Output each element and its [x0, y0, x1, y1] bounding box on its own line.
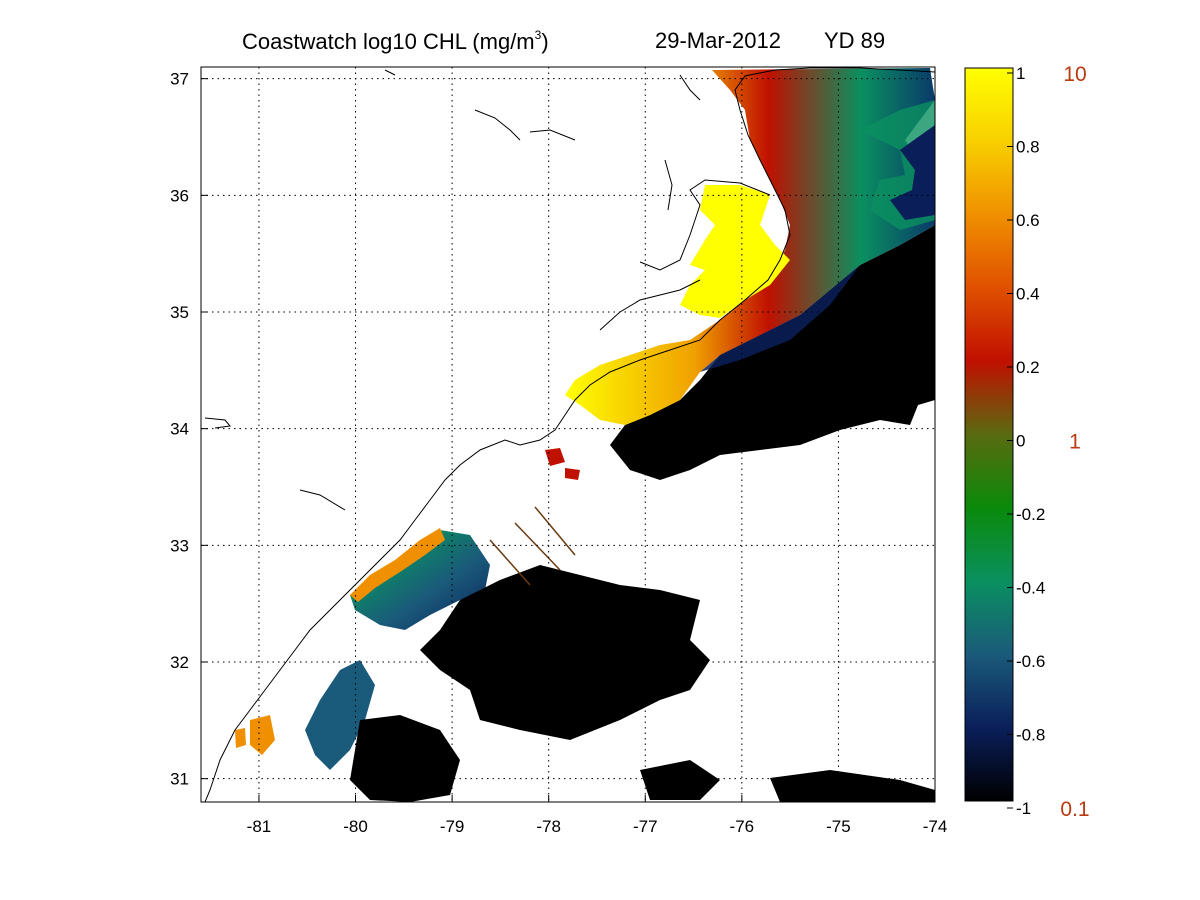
- colorbar-tick-label: 0: [1016, 432, 1025, 451]
- sc-coastal-band: [350, 530, 490, 630]
- colorbar: [964, 67, 1014, 802]
- x-tick-label: -78: [536, 817, 561, 836]
- cape-fear-patches: [545, 448, 580, 480]
- title-superscript: 3: [534, 28, 542, 42]
- x-tick-label: -75: [826, 817, 851, 836]
- map-yearday: YD 89: [824, 28, 886, 53]
- colorbar-tick-label: -0.6: [1016, 652, 1045, 671]
- colorbar-tick-label: 1: [1016, 64, 1025, 83]
- colorbar-tick-label: 0.8: [1016, 138, 1040, 157]
- chlorophyll-field: [235, 68, 935, 802]
- x-tick-label: -77: [633, 817, 658, 836]
- x-tick-label: -80: [343, 817, 368, 836]
- concentration-label: 1: [1069, 431, 1081, 454]
- map-date: 29-Mar-2012: [655, 28, 781, 53]
- x-tick-label: -74: [923, 817, 948, 836]
- y-axis-ticks: 31 32 33 34 35 36 37: [170, 70, 208, 789]
- colorbar-tick-label: -0.8: [1016, 726, 1045, 745]
- map-axes-frame: [200, 66, 936, 803]
- sc-coastal-edge: [350, 528, 445, 602]
- title-text: Coastwatch log10 CHL (mg/m: [242, 29, 535, 54]
- colorbar-concentration-labels: 10 1 0.1: [1060, 63, 1089, 821]
- y-tick-label: 36: [170, 186, 189, 205]
- se-cloudy-dark: [640, 760, 935, 802]
- map-grid: [201, 67, 936, 802]
- y-tick-label: 37: [170, 70, 189, 89]
- colorbar-tick-label: 0.6: [1016, 211, 1040, 230]
- x-tick-label: -76: [730, 817, 755, 836]
- ga-coastal-patches: [235, 715, 275, 755]
- colorbar-tick-label: -1: [1016, 799, 1031, 818]
- colorbar-tick-label: 0.4: [1016, 285, 1040, 304]
- ga-offshore-dark: [350, 715, 460, 802]
- x-tick-label: -79: [440, 817, 465, 836]
- colorbar-ticks: 1 0.8 0.6 0.4 0.2 0 -0.2 -0.4 -0.6 -0.8 -1: [1007, 64, 1045, 818]
- colorbar-tick-label: -0.4: [1016, 579, 1045, 598]
- coastline: [204, 67, 935, 802]
- y-tick-label: 33: [170, 536, 189, 555]
- nc-shelf-water: [565, 68, 935, 425]
- concentration-label: 0.1: [1060, 798, 1089, 821]
- y-tick-label: 35: [170, 303, 189, 322]
- x-tick-label: -81: [247, 817, 272, 836]
- offshore-cloud-gap-sc: [420, 565, 710, 740]
- offshore-low-chl: [610, 225, 935, 480]
- ship-tracks: [489, 506, 576, 586]
- concentration-label: 10: [1063, 63, 1086, 86]
- y-tick-label: 34: [170, 420, 189, 439]
- x-axis-ticks: -81 -80 -79 -78 -77 -76 -75 -74: [247, 795, 948, 836]
- colorbar-tick-label: -0.2: [1016, 505, 1045, 524]
- eddy-core: [890, 125, 935, 220]
- gulf-stream-edge: [700, 265, 860, 372]
- map-title: Coastwatch log10 CHL (mg/m3): [242, 28, 549, 55]
- title-close-paren: ): [541, 29, 549, 54]
- y-tick-label: 32: [170, 653, 189, 672]
- ga-shelf-water: [305, 660, 375, 770]
- colorbar-tick-label: 0.2: [1016, 358, 1040, 377]
- y-tick-label: 31: [170, 770, 189, 789]
